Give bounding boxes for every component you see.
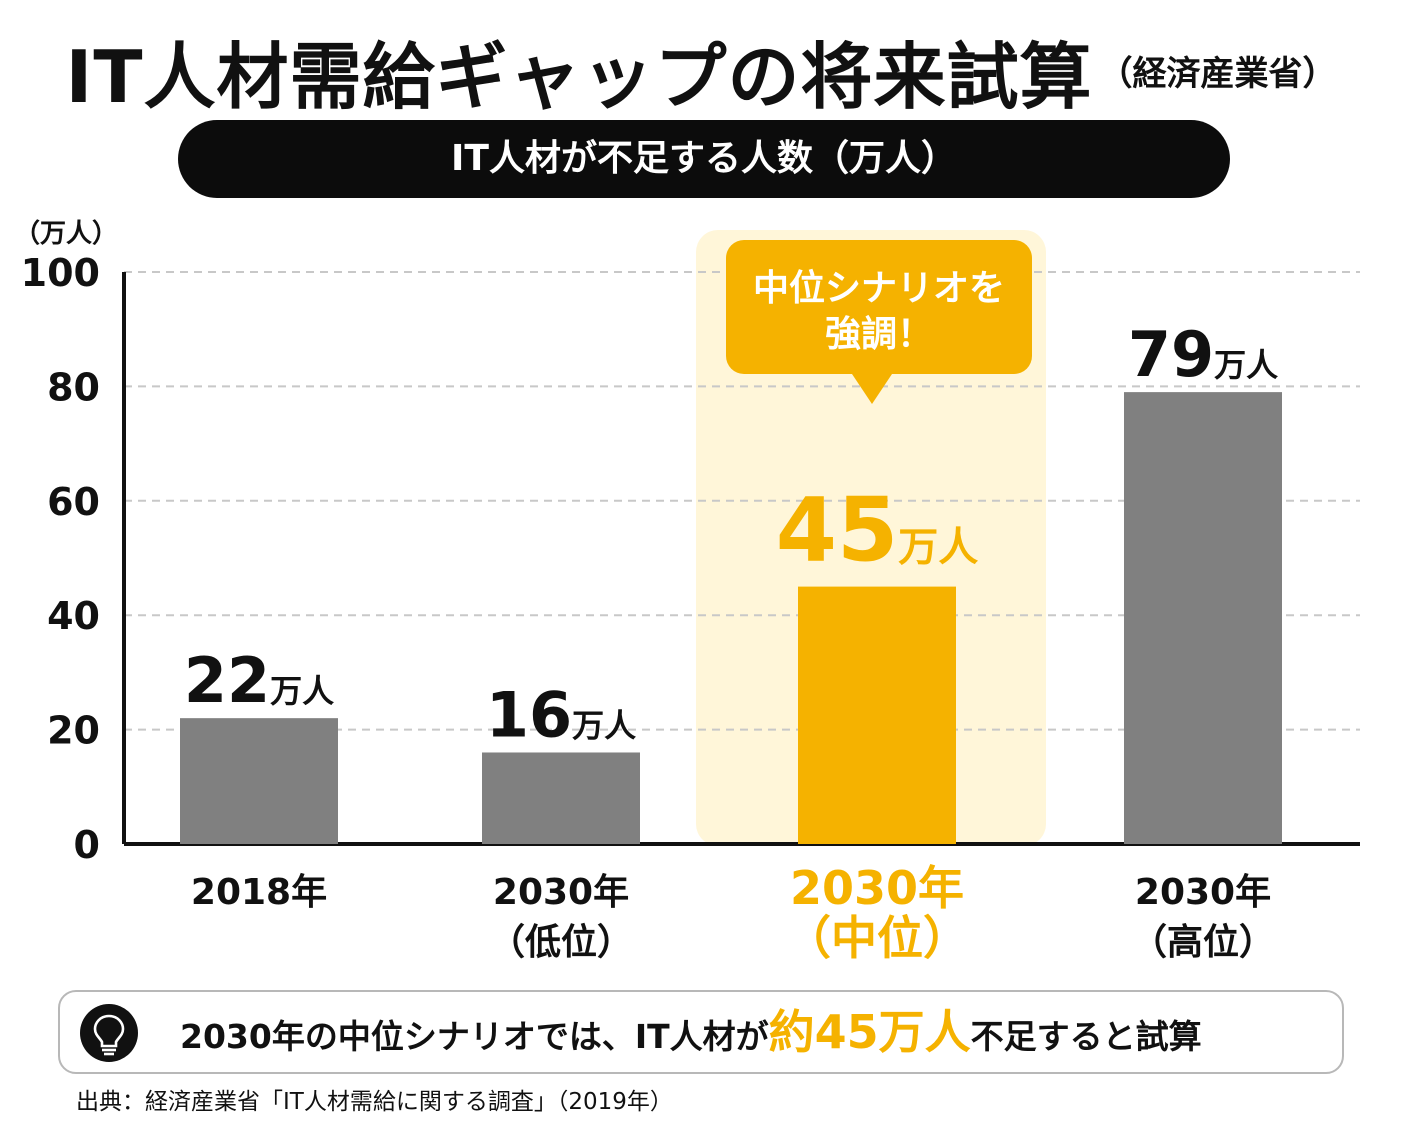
value-label: 16万人 [486, 678, 636, 751]
value-number: 79 [1128, 318, 1214, 391]
title-source: （経済産業省） [1098, 54, 1337, 94]
summary-highlight: 約45万人 [768, 1005, 971, 1059]
bar-chart: 020406080100（万人）22万人2018年16万人2030年（低位）45… [14, 219, 1360, 965]
callout-pointer [852, 374, 892, 404]
x-tick-label-sub: （低位） [489, 922, 633, 963]
lightbulb-icon [80, 1004, 138, 1062]
bar [798, 586, 956, 844]
chart-subtitle-banner: IT人材が不足する人数（万人） [178, 120, 1230, 198]
x-tick-label: 2030年 [1135, 872, 1271, 913]
title-main: IT人材需給ギャップの将来試算 [65, 35, 1093, 119]
y-tick-label: 20 [47, 709, 100, 753]
y-tick-label: 0 [74, 823, 100, 867]
y-tick-label: 100 [21, 251, 100, 295]
value-number: 16 [486, 678, 572, 751]
value-number: 45 [776, 479, 898, 582]
value-number: 22 [184, 644, 270, 717]
value-unit: 万人 [1214, 346, 1278, 384]
bar [1124, 392, 1282, 844]
callout-line-2: 強調！ [825, 314, 933, 355]
summary-text: 2030年の中位シナリオでは、IT人材が約45万人不足すると試算 [180, 992, 1202, 1072]
callout-line-1: 中位シナリオを [753, 268, 1005, 309]
x-tick-label-sub: （中位） [785, 911, 969, 965]
summary-before: 2030年の中位シナリオでは、IT人材が [180, 1017, 769, 1056]
value-label: 45万人 [776, 479, 978, 582]
chart-title: IT人材需給ギャップの将来試算 （経済産業省） [0, 18, 1402, 123]
y-tick-label: 60 [47, 480, 100, 524]
value-label: 79万人 [1128, 318, 1278, 391]
x-tick-label-sub: （高位） [1131, 922, 1275, 963]
bar [180, 718, 338, 844]
value-unit: 万人 [898, 525, 978, 571]
callout-bubble [726, 240, 1032, 374]
highlight-panel [696, 230, 1046, 846]
value-unit: 万人 [270, 672, 334, 710]
value-unit: 万人 [572, 706, 636, 744]
y-tick-label: 40 [47, 594, 100, 638]
summary-note: 2030年の中位シナリオでは、IT人材が約45万人不足すると試算 [58, 990, 1344, 1074]
bar [482, 752, 640, 844]
y-tick-label: 80 [47, 365, 100, 409]
x-tick-label: 2030年 [790, 861, 964, 915]
summary-after: 不足すると試算 [970, 1017, 1202, 1056]
x-tick-label: 2018年 [191, 872, 327, 913]
source-citation: 出典：経済産業省「IT人材需給に関する調査」（2019年） [76, 1089, 673, 1115]
x-tick-label: 2030年 [493, 872, 629, 913]
y-axis-label: （万人） [14, 219, 118, 249]
value-label: 22万人 [184, 644, 334, 717]
